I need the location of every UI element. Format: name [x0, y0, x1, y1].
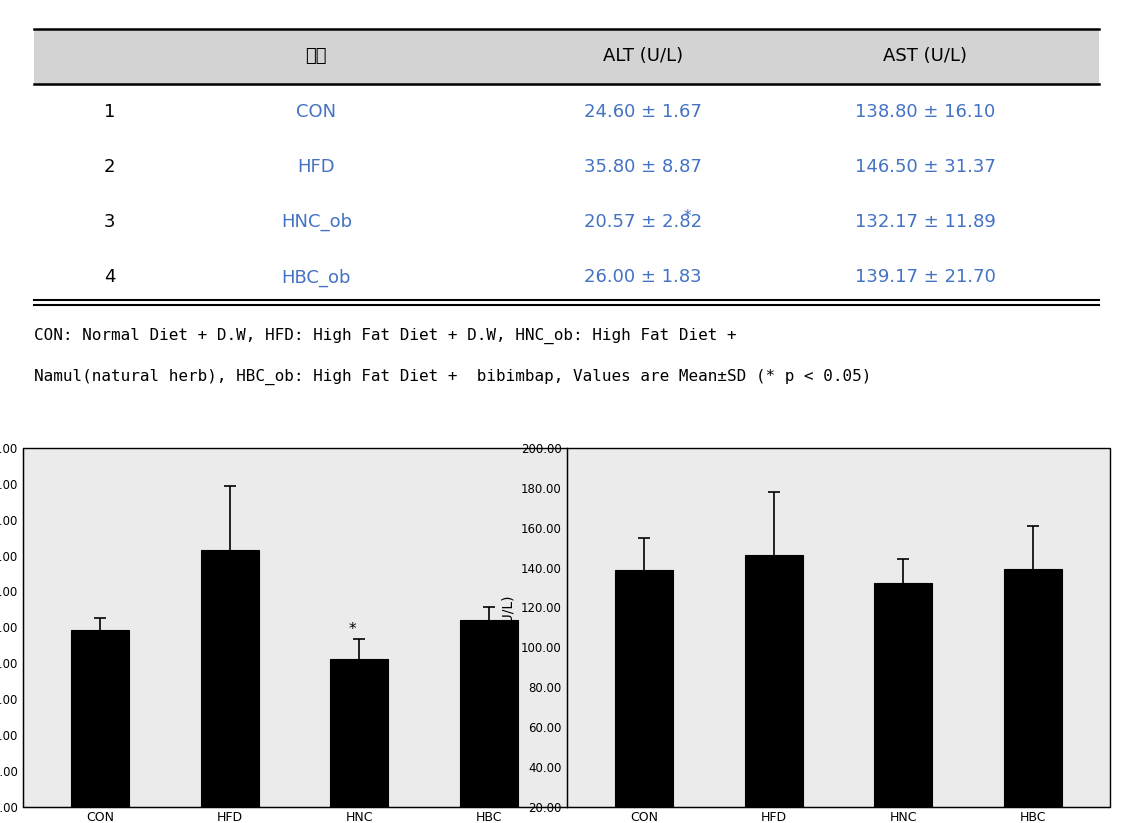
Text: 146.50 ± 31.37: 146.50 ± 31.37: [855, 158, 996, 176]
Text: *: *: [684, 209, 691, 225]
Text: ALT (U/L): ALT (U/L): [603, 48, 683, 66]
Text: CON: Normal Diet + D.W, HFD: High Fat Diet + D.W, HNC_ob: High Fat Diet +: CON: Normal Diet + D.W, HFD: High Fat Di…: [34, 328, 736, 344]
Bar: [201, 550, 259, 807]
Text: HFD: HFD: [298, 158, 335, 176]
Text: *: *: [349, 621, 357, 637]
Y-axis label: AST (U/L): AST (U/L): [501, 595, 516, 659]
Text: CON: CON: [296, 103, 337, 121]
Bar: [460, 620, 518, 807]
Text: Namul(natural herb), HBC_ob: High Fat Diet +  bibimbap, Values are Mean±SD (* p : Namul(natural herb), HBC_ob: High Fat Di…: [34, 369, 871, 385]
Bar: [744, 555, 803, 823]
Text: AST (U/L): AST (U/L): [884, 48, 968, 66]
Text: 132.17 ± 11.89: 132.17 ± 11.89: [855, 213, 996, 231]
Text: 3: 3: [104, 213, 116, 231]
Text: HNC_ob: HNC_ob: [281, 213, 352, 231]
Text: 138.80 ± 16.10: 138.80 ± 16.10: [855, 103, 996, 121]
Text: 2: 2: [104, 158, 116, 176]
Bar: [615, 570, 673, 823]
Bar: [874, 584, 932, 823]
Text: 4: 4: [104, 268, 116, 286]
FancyBboxPatch shape: [34, 29, 1099, 84]
Text: 그룹: 그룹: [306, 48, 327, 66]
Text: 1: 1: [104, 103, 116, 121]
Text: 20.57 ± 2.82: 20.57 ± 2.82: [583, 213, 701, 231]
Bar: [71, 630, 129, 807]
Bar: [330, 659, 389, 807]
Text: 35.80 ± 8.87: 35.80 ± 8.87: [583, 158, 701, 176]
Text: 139.17 ± 21.70: 139.17 ± 21.70: [855, 268, 996, 286]
Text: HBC_ob: HBC_ob: [282, 268, 351, 286]
Bar: [1004, 570, 1062, 823]
Text: 26.00 ± 1.83: 26.00 ± 1.83: [583, 268, 701, 286]
Text: 24.60 ± 1.67: 24.60 ± 1.67: [583, 103, 701, 121]
